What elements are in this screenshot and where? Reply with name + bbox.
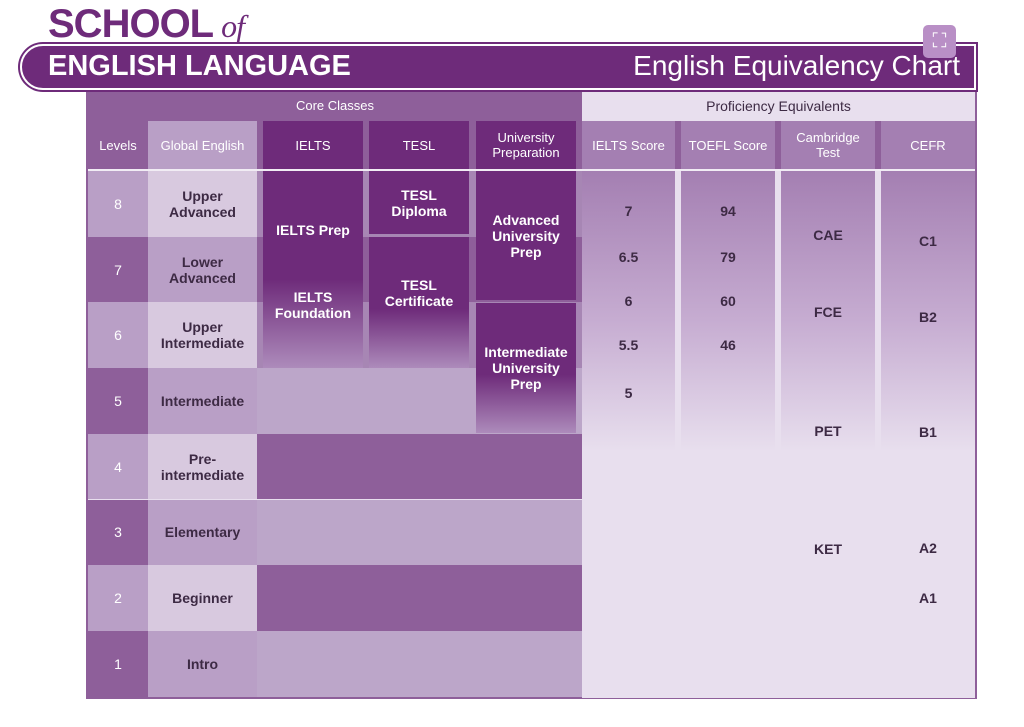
cefr-level: B1 — [919, 424, 937, 440]
level-name: Lower Advanced — [148, 236, 257, 303]
level-name: Beginner — [148, 565, 257, 631]
ielts-score: 6 — [624, 293, 633, 309]
proficiency-column — [582, 171, 675, 501]
chart-title: English Equivalency Chart — [633, 50, 960, 81]
ielts-score: 5 — [624, 385, 633, 401]
group-proficiency: Proficiency Equivalents — [582, 90, 975, 121]
ielts-score: 6.5 — [618, 249, 639, 265]
proficiency-column — [881, 171, 975, 501]
header-divider — [88, 169, 975, 171]
group-core-classes: Core Classes — [88, 90, 582, 121]
level-band — [257, 630, 582, 697]
level-band — [257, 499, 582, 566]
level-band — [257, 433, 582, 500]
course-tesl-diploma: TESL Diploma — [369, 171, 469, 234]
logo-school-text: SCHOOL — [48, 2, 214, 46]
course-advanced-university-prep: Advanced University Prep — [476, 171, 576, 300]
column-header: IELTS Score — [582, 121, 675, 169]
level-name: Upper Advanced — [148, 171, 257, 237]
column-header: Levels — [88, 121, 148, 169]
logo-brand: ENGLISH LANGUAGE — [48, 50, 351, 82]
level-number: 8 — [88, 171, 148, 237]
level-number: 2 — [88, 565, 148, 631]
cefr-level: A2 — [919, 540, 937, 556]
column-header: Cambridge Test — [781, 121, 875, 169]
level-name: Intermediate — [148, 368, 257, 434]
level-number: 6 — [88, 302, 148, 369]
cambridge-test: PET — [814, 423, 842, 439]
level-name: Intro — [148, 630, 257, 697]
level-band — [257, 565, 582, 631]
toefl-score: 60 — [720, 293, 736, 309]
toefl-score: 79 — [720, 249, 736, 265]
course-ielts-foundation: IELTS Foundation — [274, 289, 352, 321]
column-header: TOEFL Score — [681, 121, 775, 169]
proficiency-column — [681, 171, 775, 501]
logo-of: of — [221, 8, 245, 44]
proficiency-column — [781, 171, 875, 501]
column-header: Global English — [148, 121, 257, 169]
level-number: 5 — [88, 368, 148, 434]
course-ielts-block — [263, 171, 363, 368]
cambridge-test: KET — [814, 541, 842, 557]
cefr-level: C1 — [919, 233, 937, 249]
column-header: CEFR — [881, 121, 975, 169]
cambridge-test: CAE — [813, 227, 843, 243]
level-number: 7 — [88, 236, 148, 303]
level-name: Pre-intermediate — [148, 433, 257, 500]
ielts-score: 5.5 — [618, 337, 639, 353]
ielts-score: 7 — [624, 203, 633, 219]
level-number: 3 — [88, 499, 148, 566]
course-intermediate-university-prep: Intermediate University Prep — [476, 303, 576, 433]
expand-icon[interactable]: ⛶ — [923, 25, 956, 58]
cefr-level: B2 — [919, 309, 937, 325]
level-name: Upper Intermediate — [148, 302, 257, 369]
toefl-score: 94 — [720, 203, 736, 219]
level-number: 4 — [88, 433, 148, 500]
banner — [20, 44, 976, 90]
course-ielts-prep: IELTS Prep — [276, 222, 350, 238]
level-number: 1 — [88, 630, 148, 697]
cambridge-test: FCE — [814, 304, 842, 320]
level-name: Elementary — [148, 499, 257, 566]
cefr-level: A1 — [919, 590, 937, 606]
column-header: IELTS — [263, 121, 363, 169]
column-header: TESL — [369, 121, 469, 169]
toefl-score: 46 — [720, 337, 736, 353]
column-header: University Preparation — [476, 121, 576, 169]
course-tesl-certificate: TESL Certificate — [369, 237, 469, 368]
logo-school: SCHOOL of — [48, 2, 245, 47]
